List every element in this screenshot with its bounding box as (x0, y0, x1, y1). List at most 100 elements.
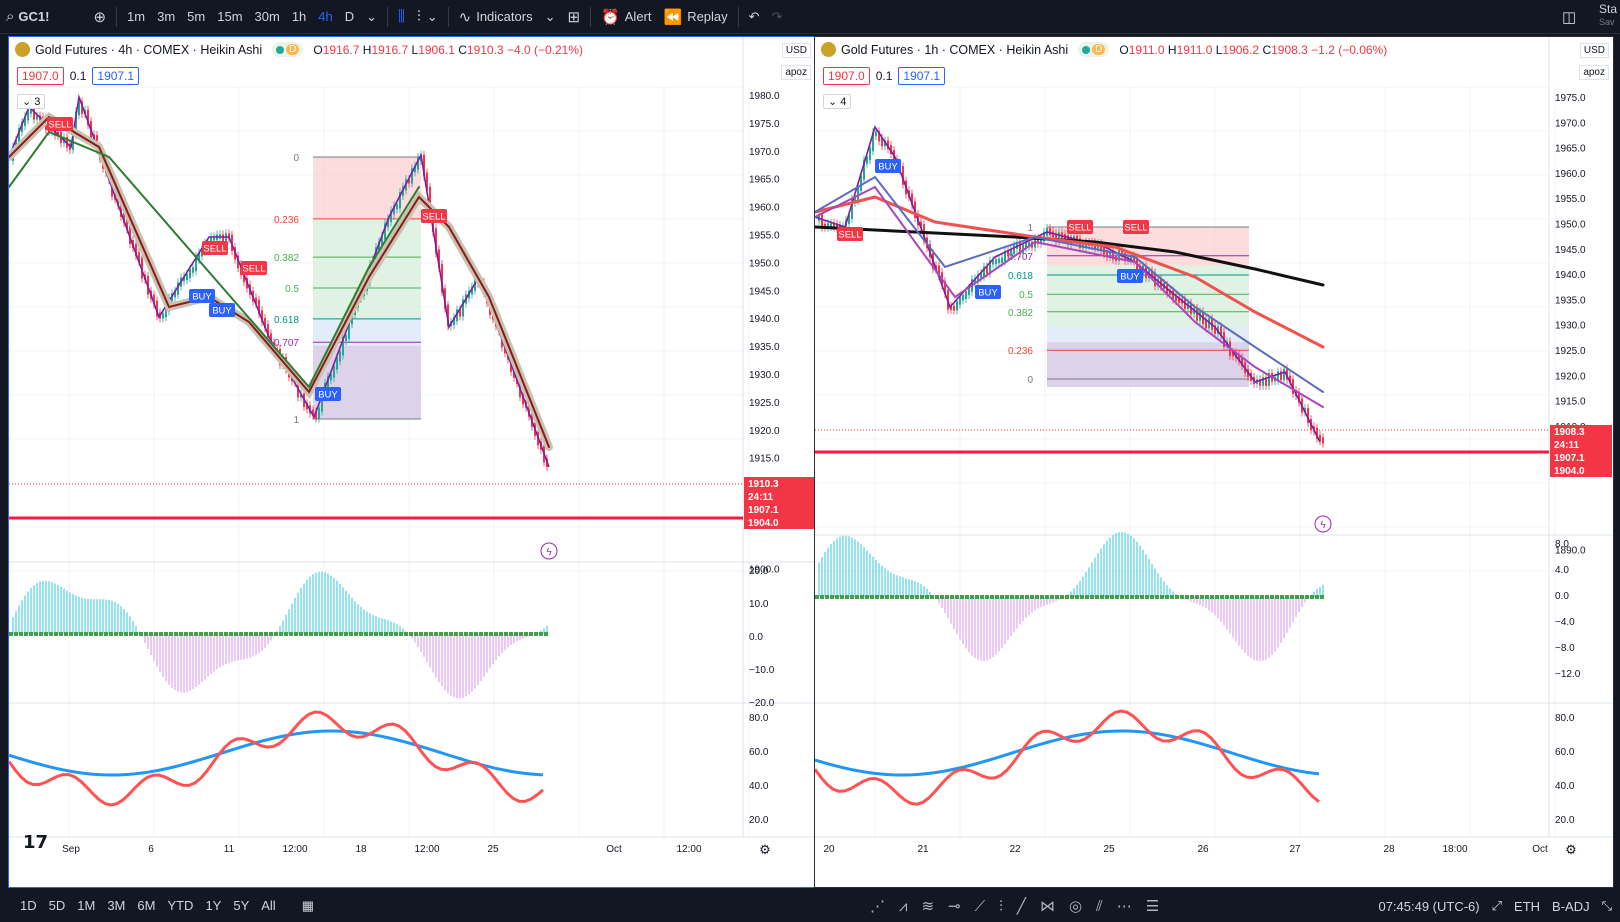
candle-body (878, 131, 880, 142)
redo-button[interactable]: ↷ (766, 0, 789, 34)
interval-3m[interactable]: 3m (157, 9, 176, 24)
candle-body (189, 268, 191, 279)
indicators-button[interactable]: ∿ Indicators ⌄ (453, 0, 562, 34)
expand-icon[interactable]: ⤡ (1601, 898, 1612, 913)
market-status-pill[interactable]: D (272, 42, 304, 57)
fib-icon[interactable]: ≋ (921, 898, 935, 915)
fib-level-label: 0.618 (274, 315, 299, 326)
range-1d[interactable]: 1D (20, 898, 37, 913)
range-1m[interactable]: 1M (77, 898, 96, 913)
interval-15m[interactable]: 15m (217, 9, 243, 24)
interval-5m[interactable]: 5m (187, 9, 206, 24)
currency-select[interactable]: USD (1579, 43, 1609, 58)
clock[interactable]: 07:45:49 (UTC-6) (1378, 898, 1480, 914)
fib-circle-icon[interactable]: ◎ (1068, 898, 1083, 915)
session-toggle[interactable]: ETH (1514, 898, 1541, 914)
candle-body (965, 291, 967, 300)
candle-body (21, 121, 23, 133)
legend-title[interactable]: Gold Futures · 4h · COMEX · Heikin Ashi (35, 42, 263, 57)
candle-body (255, 297, 257, 304)
replay-button[interactable]: ⏪ Replay (658, 0, 734, 34)
trend-icon[interactable]: ⋰ (870, 898, 885, 915)
sell-price-button[interactable]: 1907.0 (17, 67, 64, 85)
xabcd-icon[interactable]: ⋈ (1039, 898, 1055, 915)
chart-panel-right[interactable]: 1 0.707 0.618 0.5 0.382 0.236 0 SELL BUY BUY SELL S… (814, 36, 1614, 888)
lightning-icon (1314, 515, 1332, 533)
buy-signal-label (1117, 269, 1143, 283)
legend-collapse-button[interactable]: ⌄ 3 (17, 94, 46, 109)
candle-body (120, 201, 122, 217)
alert-button[interactable]: ⏰ Alert (595, 0, 657, 34)
candle-body (333, 365, 335, 378)
candle-body (117, 195, 119, 206)
bid-ask-right: 1907.0 0.1 1907.1 (823, 67, 946, 85)
candle-body (156, 300, 158, 317)
candle-body (18, 128, 20, 145)
interval-30m[interactable]: 30m (254, 9, 280, 24)
chart-canvas-right[interactable]: 1 0.707 0.618 0.5 0.382 0.236 0 SELL BUY BUY SELL S… (815, 37, 1613, 887)
candle-body (1028, 241, 1030, 247)
candle-body (414, 165, 416, 173)
top-toolbar: ⌕ GC1! ⊕ 1m 3m 5m 15m 30m 1h 4h D ⌄ ⫼ ⫶ ⌄… (0, 0, 1620, 34)
range-1y[interactable]: 1Y (205, 898, 222, 913)
time-tick-label: 26 (1197, 844, 1209, 855)
range-5y[interactable]: 5Y (233, 898, 250, 913)
candle-body (857, 187, 859, 202)
change-value: −4.0 (−0.21%) (506, 42, 584, 57)
range-ytd[interactable]: YTD (167, 898, 194, 913)
interval-1m[interactable]: 1m (127, 9, 146, 24)
interval-dropdown[interactable]: ⌄ (360, 0, 383, 34)
currency-select[interactable]: USD (781, 43, 811, 58)
bars-pattern-icon[interactable]: ⫶ (999, 897, 1003, 915)
axis-mode-select[interactable]: apoz (781, 65, 811, 80)
layout-panels-button[interactable]: ◫ (1556, 0, 1582, 34)
chart-canvas-left[interactable]: 0 0.236 0.382 0.5 0.618 0.707 1 SELL SELL SELL BUY… (9, 37, 815, 887)
horizontal-ray-icon[interactable]: ⊸ (948, 898, 961, 915)
price-tick-label: 1920.0 (749, 426, 780, 437)
candle-body (36, 115, 38, 120)
legend-collapse-button[interactable]: ⌄ 4 (823, 94, 852, 109)
candle-body (1238, 354, 1240, 362)
range-3m[interactable]: 3M (107, 898, 126, 913)
interval-d[interactable]: D (344, 9, 355, 24)
sell-price-button[interactable]: 1907.0 (823, 67, 870, 85)
candle-body (1259, 379, 1261, 386)
symbol-search[interactable]: ⌕ GC1! (0, 0, 55, 34)
interval-4h[interactable]: 4h (318, 9, 333, 24)
abc-pattern-icon[interactable]: ⩘ (899, 897, 908, 915)
legend-title[interactable]: Gold Futures · 1h · COMEX · Heikin Ashi (841, 42, 1069, 57)
range-all[interactable]: All (261, 898, 276, 913)
candle-type-button[interactable]: ⫼ (392, 0, 411, 34)
fullscreen-icon[interactable]: ⤢ (1491, 898, 1503, 913)
chart-style-button[interactable]: ⫶ ⌄ (411, 0, 444, 34)
time-tick-label: 28 (1383, 844, 1395, 855)
save-status[interactable]: Sta Sav (1599, 3, 1617, 29)
axis-mode-select[interactable]: apoz (1579, 65, 1609, 80)
layout-button[interactable]: ⊞ (562, 0, 587, 34)
range-6m[interactable]: 6M (137, 898, 156, 913)
line-icon[interactable]: ╱ (1016, 898, 1026, 915)
undo-button[interactable]: ↶ (743, 0, 766, 34)
candle-body (387, 218, 389, 228)
candle-body (983, 266, 985, 277)
lightning-glyph: ϟ (546, 547, 552, 558)
goto-date-button[interactable]: ▦ (296, 898, 320, 914)
legend-left: Gold Futures · 4h · COMEX · Heikin Ashi … (15, 42, 583, 57)
interval-1h[interactable]: 1h (291, 9, 307, 24)
chart-panel-left[interactable]: 0 0.236 0.382 0.5 0.618 0.707 1 SELL SELL SELL BUY… (8, 36, 816, 888)
market-status-pill[interactable]: D (1078, 42, 1110, 57)
regression-icon[interactable]: ⋯ (1116, 898, 1132, 915)
parallel-channel-icon[interactable]: ⫽ (1096, 897, 1103, 915)
adjust-toggle[interactable]: B-ADJ (1552, 898, 1590, 914)
range-5d[interactable]: 5D (48, 898, 66, 913)
delayed-badge: D (286, 44, 300, 55)
lightning-glyph: ϟ (1320, 520, 1326, 531)
buy-price-button[interactable]: 1907.1 (92, 67, 140, 85)
price-tick-label: 1935.0 (1555, 295, 1586, 306)
menu-lines-icon[interactable]: ☰ (1145, 898, 1160, 915)
low-label: L (411, 42, 419, 57)
price-tag-text: 1907.1 (1554, 453, 1585, 464)
ray-icon[interactable]: ⟋ (974, 897, 986, 915)
compare-button[interactable]: ⊕ (87, 0, 112, 34)
buy-price-button[interactable]: 1907.1 (898, 67, 946, 85)
